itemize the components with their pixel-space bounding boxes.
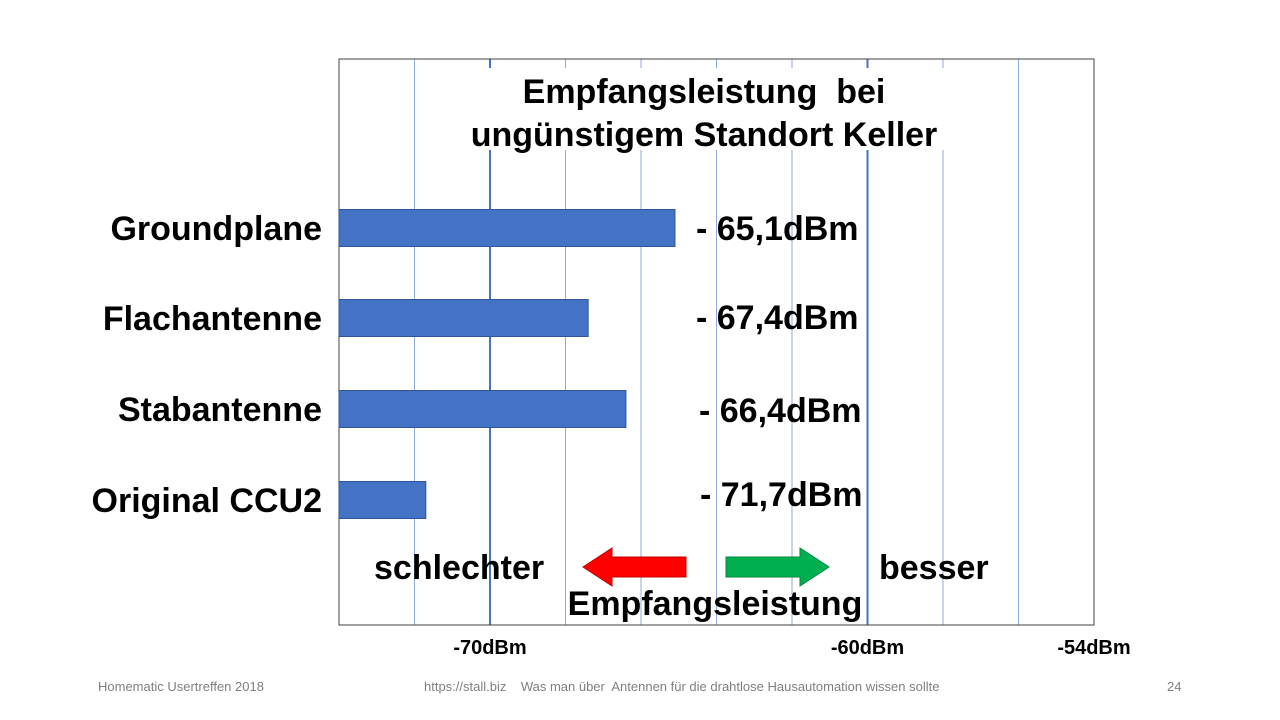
axis-caption: Empfangsleistung <box>568 585 863 623</box>
chart-title-line-2: ungünstigem Standort Keller <box>471 116 938 154</box>
category-labels: Groundplane Flachantenne Stabantenne Origin… <box>92 210 322 520</box>
x-axis-tick-labels: -70dBm -60dBm -54dBm <box>453 637 1130 659</box>
better-label: besser <box>879 549 989 587</box>
title-background <box>420 68 980 150</box>
category-label: Flachantenne <box>103 300 322 338</box>
grid-lines <box>414 59 1019 625</box>
footer-left: Homematic Usertreffen 2018 <box>98 679 264 694</box>
category-label: Original CCU2 <box>92 482 322 520</box>
plot-area-frame <box>338 58 1095 626</box>
bar <box>338 299 589 337</box>
value-label: - 66,4dBm <box>699 392 862 430</box>
x-tick-label: -60dBm <box>831 637 904 659</box>
bars <box>338 209 676 519</box>
bar <box>338 481 427 519</box>
category-label: Stabantenne <box>118 391 322 429</box>
x-tick-label: -70dBm <box>453 637 526 659</box>
footer-page-number: 24 <box>1167 679 1182 694</box>
value-labels: - 65,1dBm - 67,4dBm - 66,4dBm - 71,7dBm <box>696 210 863 514</box>
bar <box>338 390 627 428</box>
better-arrow-icon <box>725 547 830 587</box>
footer-center: https://stall.biz Was man über Antennen … <box>424 679 940 694</box>
value-label: - 67,4dBm <box>696 299 859 337</box>
chart-title-line-1: Empfangsleistung bei <box>523 73 886 111</box>
value-label: - 65,1dBm <box>696 210 859 248</box>
category-label: Groundplane <box>110 210 322 248</box>
worse-label: schlechter <box>374 549 544 587</box>
worse-arrow-icon <box>582 547 687 587</box>
value-label: - 71,7dBm <box>700 476 863 514</box>
bar <box>338 209 676 247</box>
x-tick-label: -54dBm <box>1057 637 1130 659</box>
